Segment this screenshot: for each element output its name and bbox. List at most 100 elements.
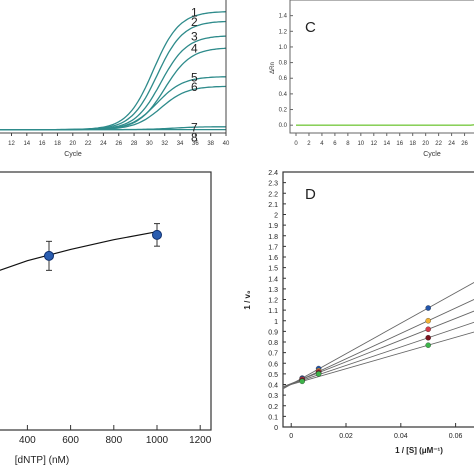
panel-d-data-point	[425, 334, 431, 341]
panel-a-curve-label-1: 1	[191, 5, 198, 19]
panel-d-x-tick-label: 0.04	[394, 433, 408, 440]
panel-d-y-tick-label: 1	[274, 319, 278, 326]
panel-a-curve-label-5: 5	[191, 70, 198, 84]
panel-d-data-point	[425, 326, 431, 332]
panel-d-y-tick-label: 0.7	[268, 351, 278, 358]
panel-a-x-tick-label: 30	[146, 141, 153, 147]
panel-a-curve-label-2: 2	[191, 15, 198, 29]
panel-a-x-label: Cycle	[64, 151, 82, 158]
panel-d-letter: D	[305, 186, 316, 203]
panel-d-y-tick-label: 0.3	[268, 393, 278, 400]
panel-d-y-tick-label: 1.1	[268, 308, 278, 315]
panel-a-x-tick-label: 20	[69, 141, 76, 147]
panel-c-x-tick-label: 18	[409, 141, 416, 147]
panel-c-y-tick-label: 0.2	[279, 108, 288, 114]
panel-b-x-tick-label: 400	[19, 435, 36, 446]
panel-d-x-tick-label: 0.06	[449, 433, 463, 440]
panel-c-x-tick-label: 0	[294, 141, 298, 147]
panel-b-x-tick-label: 1000	[146, 435, 169, 446]
panel-d-y-tick-label: 0.9	[268, 329, 278, 336]
panel-c: C ΔRn 0.00.20.40.60.81.01.21.4 0 2 4 6 8 10 12…	[270, 0, 474, 158]
panel-c-y-tick-label: 1.4	[279, 14, 288, 20]
panel-b-x-tick-label: 800	[105, 435, 122, 446]
panel-c-x-tick-label: 10	[357, 141, 364, 147]
panel-d-y-tick-label: 0.8	[268, 340, 278, 347]
panel-d-data-point	[299, 378, 305, 385]
panel-c-y-tick-label: 0.4	[279, 92, 288, 98]
panel-c-x-tick-label: 16	[396, 141, 403, 147]
panel-d-y-tick-label: 2.1	[268, 202, 278, 209]
panel-c-letter: C	[305, 19, 316, 36]
panel-c-y-tick-label: 0.0	[279, 123, 288, 129]
panel-d-y-tick-label: 1.5	[268, 266, 278, 273]
panel-a-x-tick-label: 34	[177, 141, 184, 147]
panel-c-frame	[289, 0, 474, 134]
panel-d-y-tick-label: 1.6	[268, 255, 278, 262]
panel-d-y-tick-label: 1.3	[268, 287, 278, 294]
panel-a-x-tick-label: 28	[131, 141, 138, 147]
panel-d-x-tick-label: 0	[289, 433, 293, 440]
panel-d-y-tick-label: 2	[274, 213, 278, 220]
panel-d-x-tick-label: 0.02	[339, 433, 353, 440]
panel-d: D 1 / v₀ 0 0.1 0.2 0.3 0.4 0.5 0.6 0.7 0.8 0.9 1 1.…	[243, 170, 474, 455]
panel-d-data-point	[315, 371, 322, 377]
panel-d-y-tick-label: 1.9	[268, 223, 278, 230]
panel-c-x-tick-label: 8	[346, 141, 350, 147]
panel-d-y-tick-label: 1.4	[268, 276, 278, 283]
panel-a-x-tick-label: 16	[39, 141, 46, 147]
panel-d-data-point	[425, 305, 431, 311]
panel-a-curve-label-8: 8	[191, 131, 198, 145]
panel-c-x-label: Cycle	[423, 151, 441, 158]
panel-c-y-tick-label: 1.2	[279, 29, 288, 35]
panel-b-data-point	[152, 229, 162, 240]
panel-c-x-tick-label: 6	[333, 141, 337, 147]
panel-b-frame	[0, 171, 212, 431]
panel-d-y-tick-label: 0.2	[268, 404, 278, 411]
panel-c-x-tick-label: 26	[461, 141, 468, 147]
panel-c-x-tick-label: 24	[448, 141, 455, 147]
panel-b-x-tick-label: 1200	[189, 435, 212, 446]
panel-d-y-tick-label: 2.4	[268, 170, 278, 177]
panel-c-x-tick-label: 4	[320, 141, 324, 147]
panel-d-y-tick-label: 1.8	[268, 234, 278, 241]
panel-a-x-tick-label: 24	[100, 141, 107, 147]
panel-d-y-tick-label: 0.5	[268, 372, 278, 379]
panel-a-x-tick-label: 12	[8, 141, 15, 147]
panel-a-curve-label-7: 7	[191, 121, 198, 135]
panel-b-data-point	[44, 250, 54, 261]
panel-c-y-tick-label: 0.6	[279, 76, 288, 82]
panel-c-x-tick-label: 12	[370, 141, 377, 147]
panel-c-x-tick-label: 2	[307, 141, 311, 147]
panel-d-y-tick-label: 1.2	[268, 298, 278, 305]
panel-b: 400 600 800 1000 1200 [dNTP] (nM)	[0, 171, 212, 466]
panel-a-x-tick-label: 38	[207, 141, 214, 147]
panel-d-y-tick-label: 1.7	[268, 244, 278, 251]
panel-d-fit-line	[282, 321, 474, 388]
panel-a-curve-label-3: 3	[191, 29, 198, 43]
panel-d-data-point	[425, 317, 431, 324]
panel-c-x-tick-label: 20	[422, 141, 429, 147]
panel-d-y-tick-label: 0.1	[268, 414, 278, 421]
panel-d-fit-line	[282, 331, 474, 388]
panel-a-x-tick-label: 40	[223, 141, 230, 147]
panel-b-x-tick-label: 600	[62, 435, 79, 446]
panel-b-x-label: [dNTP] (nM)	[15, 455, 69, 466]
panel-c-y-tick-label: 0.8	[279, 61, 288, 67]
panel-c-x-tick-label: 22	[435, 141, 442, 147]
panel-d-y-tick-label: 2.3	[268, 181, 278, 188]
panel-d-x-label: 1 / [S] (μM⁻¹)	[395, 446, 443, 455]
panel-a-curve-label-4: 4	[191, 42, 198, 56]
panel-a-curve-label-6: 6	[191, 80, 198, 94]
panel-a-x-tick-label: 22	[85, 141, 92, 147]
panel-a-x-tick-label: 26	[115, 141, 122, 147]
panel-a-x-tick-label: 36	[192, 141, 199, 147]
panel-d-y-tick-label: 0.6	[268, 361, 278, 368]
panel-c-x-tick-label: 14	[383, 141, 390, 147]
panel-c-series-line	[296, 124, 474, 126]
panel-c-y-label: ΔRn	[270, 62, 276, 74]
panel-c-y-tick-label: 1.0	[279, 45, 288, 51]
panel-d-y-tick-label: 0.4	[268, 383, 278, 390]
panel-d-y-tick-label: 0	[274, 425, 278, 432]
panel-d-data-point	[425, 342, 431, 348]
